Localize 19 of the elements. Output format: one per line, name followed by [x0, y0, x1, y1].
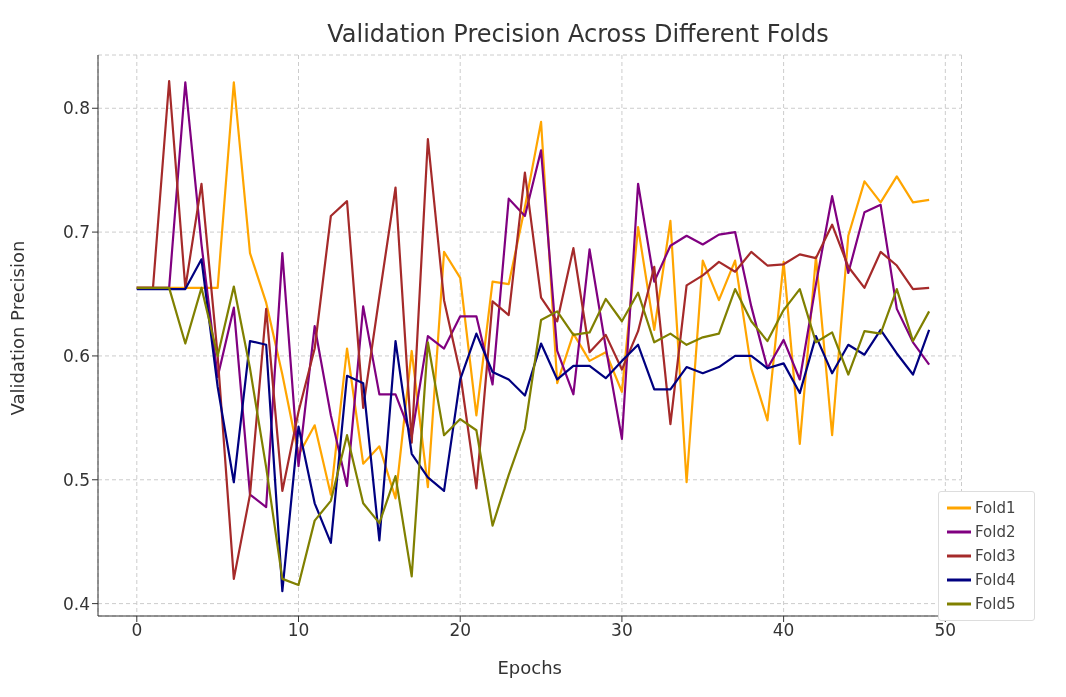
legend-label: Fold1 [975, 498, 1016, 517]
y-tick-label: 0.4 [62, 593, 90, 614]
legend-label: Fold2 [975, 522, 1016, 541]
x-tick-label: 10 [287, 620, 310, 641]
y-tick-label: 0.5 [62, 469, 90, 490]
y-tick-label: 0.6 [62, 345, 90, 366]
chart-title: Validation Precision Across Different Folds [326, 20, 830, 48]
y-axis-title: Validation Precision [7, 240, 29, 416]
x-tick-label: 20 [449, 620, 472, 641]
x-tick-label: 0 [131, 620, 143, 641]
x-tick-label: 50 [934, 620, 957, 641]
y-tick-label: 0.7 [62, 222, 90, 243]
x-tick-label: 30 [611, 620, 633, 641]
y-tick-label: 0.8 [62, 98, 90, 119]
legend-label: Fold4 [975, 570, 1016, 589]
legend-label: Fold3 [975, 546, 1016, 565]
legend-label: Fold5 [975, 594, 1016, 613]
x-tick-label: 40 [772, 620, 795, 641]
x-axis-title: Epochs [497, 657, 562, 678]
